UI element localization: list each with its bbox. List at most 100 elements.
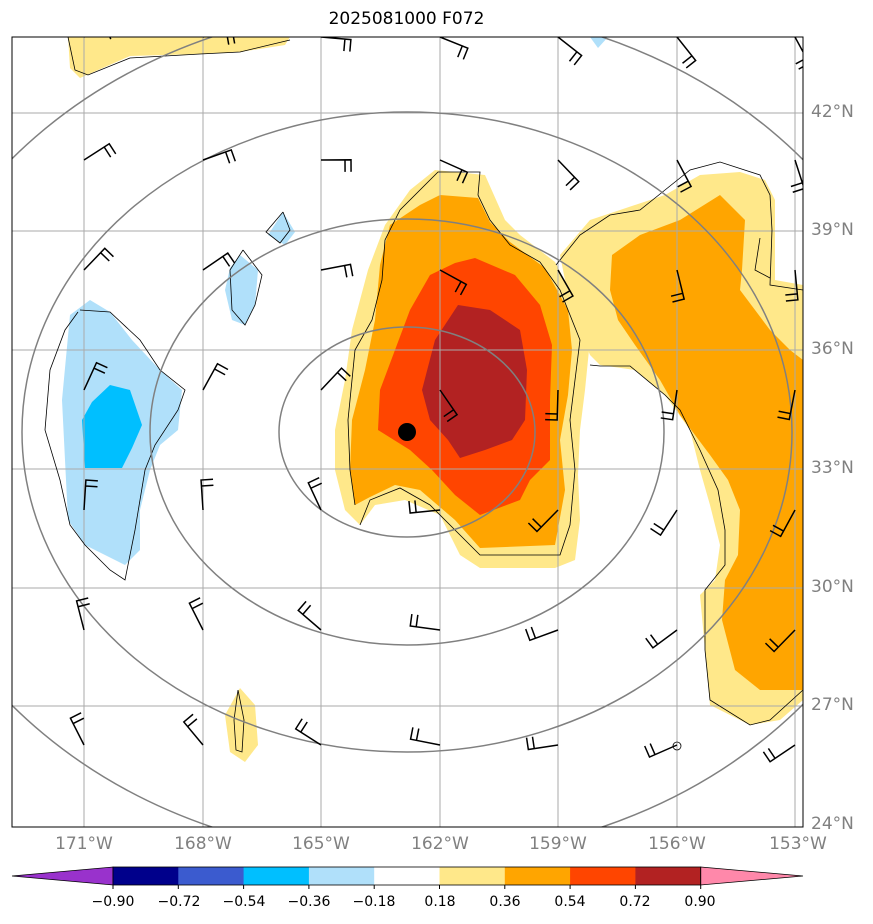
wind-barb — [182, 713, 204, 746]
wind-barb — [524, 626, 559, 642]
colorbar-tick-label: −0.72 — [157, 894, 201, 910]
lon-label: 168°W — [174, 834, 232, 854]
fill-right-orange — [610, 195, 803, 690]
colorbar-segment — [504, 867, 571, 885]
colorbar-segment — [374, 867, 440, 885]
colorbar-tick-label: 0.36 — [489, 894, 521, 910]
wind-barb — [764, 629, 796, 653]
wind-barb — [676, 37, 697, 69]
wind-barb — [83, 247, 114, 271]
wind-barb — [320, 37, 352, 52]
wind-barb — [203, 37, 236, 45]
colorbar-tick-label: 0.72 — [619, 894, 651, 910]
colorbar-segment — [635, 867, 702, 885]
lat-label: 36°N — [811, 339, 854, 359]
fill-patch-lightblue-1 — [268, 212, 295, 245]
wind-barb — [527, 509, 559, 533]
wind-barb — [83, 479, 98, 511]
lat-label: 33°N — [811, 458, 854, 478]
wind-barb — [307, 477, 323, 511]
colorbar-tick-label: 0.18 — [424, 894, 456, 910]
storm-center-marker — [398, 423, 416, 441]
fill-patch-lightblue-2 — [225, 255, 258, 325]
wind-barb — [439, 389, 459, 423]
lon-label: 171°W — [55, 834, 113, 854]
wind-barb — [762, 744, 796, 763]
wind-barb — [769, 509, 796, 538]
wind-barb — [409, 727, 441, 746]
map-title: 2025081000 F072 — [328, 9, 485, 29]
plot-frame — [11, 36, 804, 828]
colorbar — [11, 866, 804, 889]
colorbar-segment — [243, 867, 310, 885]
fill-central-darkred — [422, 305, 527, 458]
fill-left-blue — [82, 385, 142, 468]
wind-barb — [200, 478, 214, 511]
wind-barb — [297, 600, 322, 631]
wind-barb — [439, 159, 469, 184]
wind-barb — [557, 37, 583, 66]
wind-barb — [525, 736, 559, 751]
wind-barb — [202, 252, 236, 271]
lat-label: 39°N — [811, 220, 854, 240]
wind-barb — [202, 362, 229, 391]
fill-top-small-blue — [590, 37, 608, 48]
wind-barb — [202, 148, 236, 164]
wind-barb — [83, 142, 117, 161]
wind-barb — [83, 361, 108, 391]
lon-label: 156°W — [648, 834, 706, 854]
wind-barb — [670, 269, 686, 303]
wind-barb — [439, 37, 469, 60]
lon-label: 153°W — [769, 834, 827, 854]
colorbar-tick-label: 0.90 — [684, 894, 716, 910]
wind-barb — [75, 597, 90, 631]
wind-barb — [650, 509, 678, 537]
height-contours — [12, 37, 803, 827]
wind-barb — [644, 743, 678, 758]
wind-barb — [790, 159, 803, 193]
wind-barb — [645, 629, 678, 649]
plot-area — [12, 37, 803, 827]
colorbar-segment — [439, 867, 506, 885]
colorbar-segment — [178, 867, 245, 885]
colorbar-extend-high — [700, 866, 804, 886]
wind-barb — [557, 269, 574, 303]
wind-barb — [557, 159, 580, 191]
lat-label: 27°N — [811, 695, 854, 715]
colorbar-segment — [308, 867, 375, 885]
wind-barb — [409, 613, 441, 631]
fill-top-yellow — [68, 37, 290, 78]
colorbar-tick-label: −0.90 — [91, 894, 135, 910]
wind-barb — [320, 367, 351, 391]
wind-barb — [785, 269, 799, 302]
colorbar-extend-low — [11, 866, 114, 886]
wind-barb — [676, 159, 693, 193]
wind-barb — [188, 597, 204, 631]
wind-barb — [794, 37, 803, 70]
wind-barb — [777, 389, 796, 421]
colorbar-tick-label: −0.18 — [352, 894, 396, 910]
colorbar-segment — [113, 867, 179, 885]
colorbar-tick-label: −0.54 — [222, 894, 266, 910]
lat-label: 42°N — [811, 102, 854, 122]
graticule — [12, 37, 803, 827]
wind-barb — [320, 263, 354, 278]
wind-barb — [408, 500, 441, 514]
lat-label: 24°N — [811, 814, 854, 834]
colorbar-tick-label: 0.54 — [554, 894, 586, 910]
wind-barb — [69, 712, 85, 746]
colorbar-tick-label: −0.36 — [287, 894, 331, 910]
thin-contours — [44, 37, 803, 753]
lon-label: 165°W — [292, 834, 350, 854]
wind-barb — [320, 159, 352, 172]
lat-label: 30°N — [811, 577, 854, 597]
colorbar-frame — [112, 866, 702, 886]
anomaly-fills — [62, 37, 803, 762]
wind-barb — [294, 718, 322, 746]
wind-barbs — [69, 37, 803, 763]
wind-barb — [545, 389, 559, 421]
lon-label: 162°W — [411, 834, 469, 854]
lon-label: 159°W — [529, 834, 587, 854]
wind-barb — [660, 389, 678, 421]
